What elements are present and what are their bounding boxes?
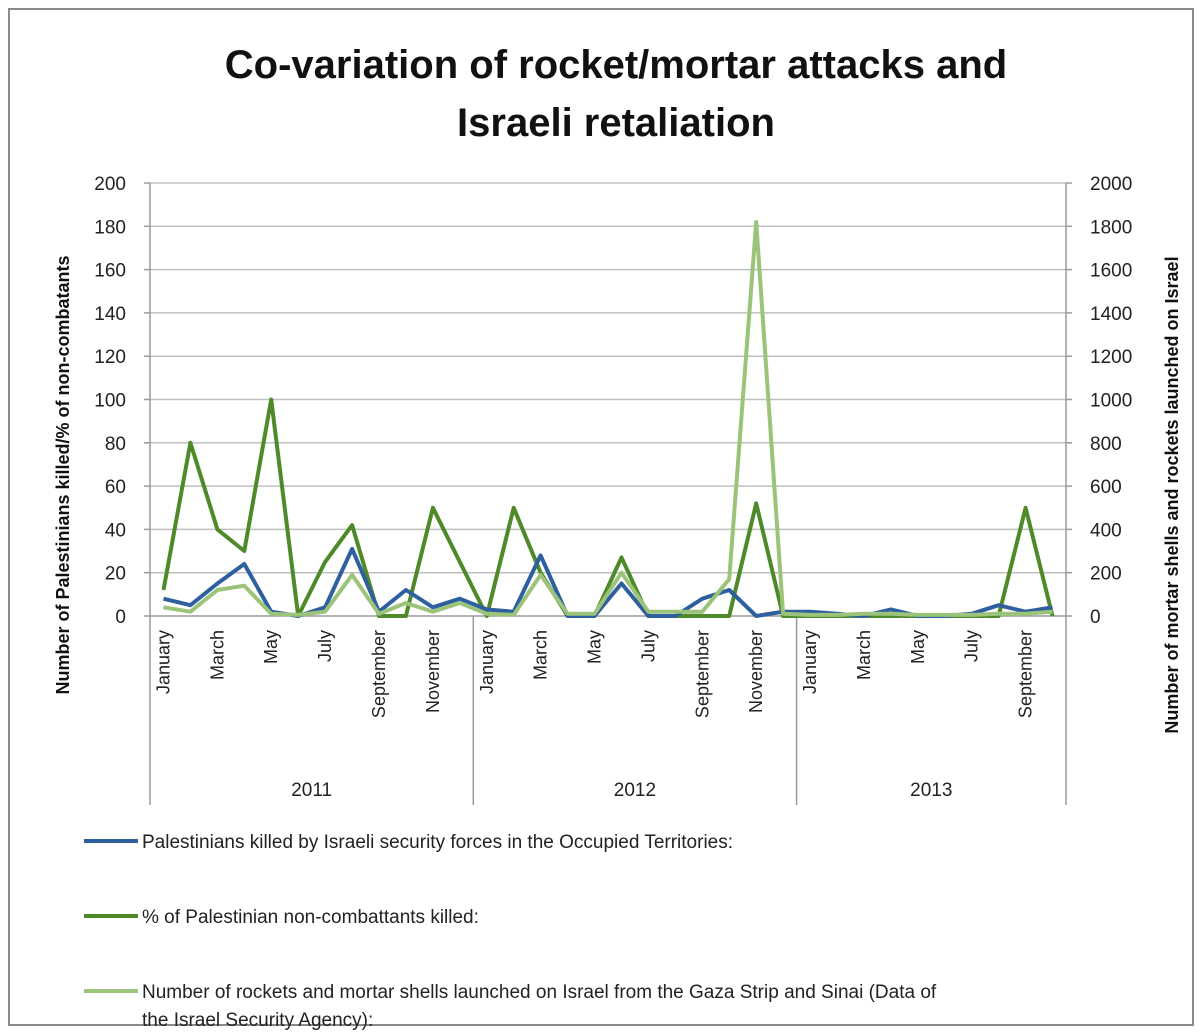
x-month-label: May	[261, 630, 281, 664]
legend-label: Number of rockets and mortar shells laun…	[142, 982, 937, 1003]
left-y-tick-label: 0	[115, 607, 126, 628]
x-axis-month-labels: January March May July September November Janu…	[153, 630, 1035, 718]
right-y-tick-label: 0	[1090, 607, 1101, 628]
legend: Palestinians killed by Israeli security …	[84, 832, 937, 1031]
x-month-label: March	[531, 630, 551, 680]
right-y-tick-label: 1600	[1090, 261, 1132, 282]
left-y-tick-label: 60	[105, 477, 126, 498]
x-month-label: November	[746, 630, 766, 713]
left-y-axis-ticks: 0 20 40 60 80 100 120 140 160 180 200	[94, 174, 126, 628]
x-month-label: May	[908, 630, 928, 664]
x-year-label: 2013	[910, 780, 952, 801]
left-y-tick-label: 200	[94, 174, 126, 195]
x-month-label: November	[423, 630, 443, 713]
right-y-tick-label: 800	[1090, 434, 1122, 455]
chart-title: Co-variation of rocket/mortar attacks an…	[225, 43, 1007, 145]
x-month-label: January	[800, 630, 820, 694]
left-y-tick-label: 100	[94, 391, 126, 412]
right-y-tick-label: 1800	[1090, 217, 1132, 238]
x-month-label: July	[638, 630, 658, 662]
left-y-tick-label: 40	[105, 520, 126, 541]
x-month-label: September	[1016, 630, 1036, 718]
x-month-label: March	[854, 630, 874, 680]
left-y-axis-title: Number of Palestinians killed/% of non-c…	[53, 255, 73, 694]
right-y-tick-label: 200	[1090, 564, 1122, 585]
left-y-tick-label: 180	[94, 217, 126, 238]
x-month-label: January	[477, 630, 497, 694]
chart-title-line-1: Co-variation of rocket/mortar attacks an…	[225, 43, 1007, 87]
right-y-axis-ticks: 0 200 400 600 800 1000 1200 1400 1600 1800 2000	[1090, 174, 1132, 628]
legend-label: the Israel Security Agency):	[142, 1010, 373, 1031]
x-month-label: September	[692, 630, 712, 718]
right-y-axis-title: Number of mortar shells and rockets laun…	[1162, 256, 1182, 733]
right-y-tick-label: 1400	[1090, 304, 1132, 325]
right-y-tick-label: 600	[1090, 477, 1122, 498]
chart-frame	[8, 8, 1194, 1026]
legend-label: Palestinians killed by Israeli security …	[142, 832, 733, 853]
x-axis-year-labels: 2011 2012 2013	[291, 780, 952, 801]
gridlines	[144, 182, 1072, 617]
x-year-label: 2011	[291, 780, 332, 801]
series-lines	[161, 220, 1055, 618]
chart-title-line-2: Israeli retaliation	[457, 101, 775, 145]
x-month-label: July	[315, 630, 335, 662]
right-y-tick-label: 400	[1090, 520, 1122, 541]
x-month-label: March	[207, 630, 227, 680]
series-line-2	[161, 397, 1055, 618]
x-month-label: September	[369, 630, 389, 718]
x-month-label: May	[585, 630, 605, 664]
x-month-label: January	[153, 630, 173, 694]
legend-label: % of Palestinian non-combattants killed:	[142, 907, 479, 928]
right-y-tick-label: 1000	[1090, 391, 1132, 412]
left-y-tick-label: 120	[94, 347, 126, 368]
left-y-tick-label: 20	[105, 564, 126, 585]
left-y-tick-label: 140	[94, 304, 126, 325]
x-month-label: July	[962, 630, 982, 662]
right-y-tick-label: 1200	[1090, 347, 1132, 368]
left-y-tick-label: 80	[105, 434, 126, 455]
axes	[149, 183, 1067, 805]
series-line-3	[163, 220, 1053, 617]
x-year-label: 2012	[614, 780, 656, 801]
right-y-tick-label: 2000	[1090, 174, 1132, 195]
left-y-tick-label: 160	[94, 261, 126, 282]
